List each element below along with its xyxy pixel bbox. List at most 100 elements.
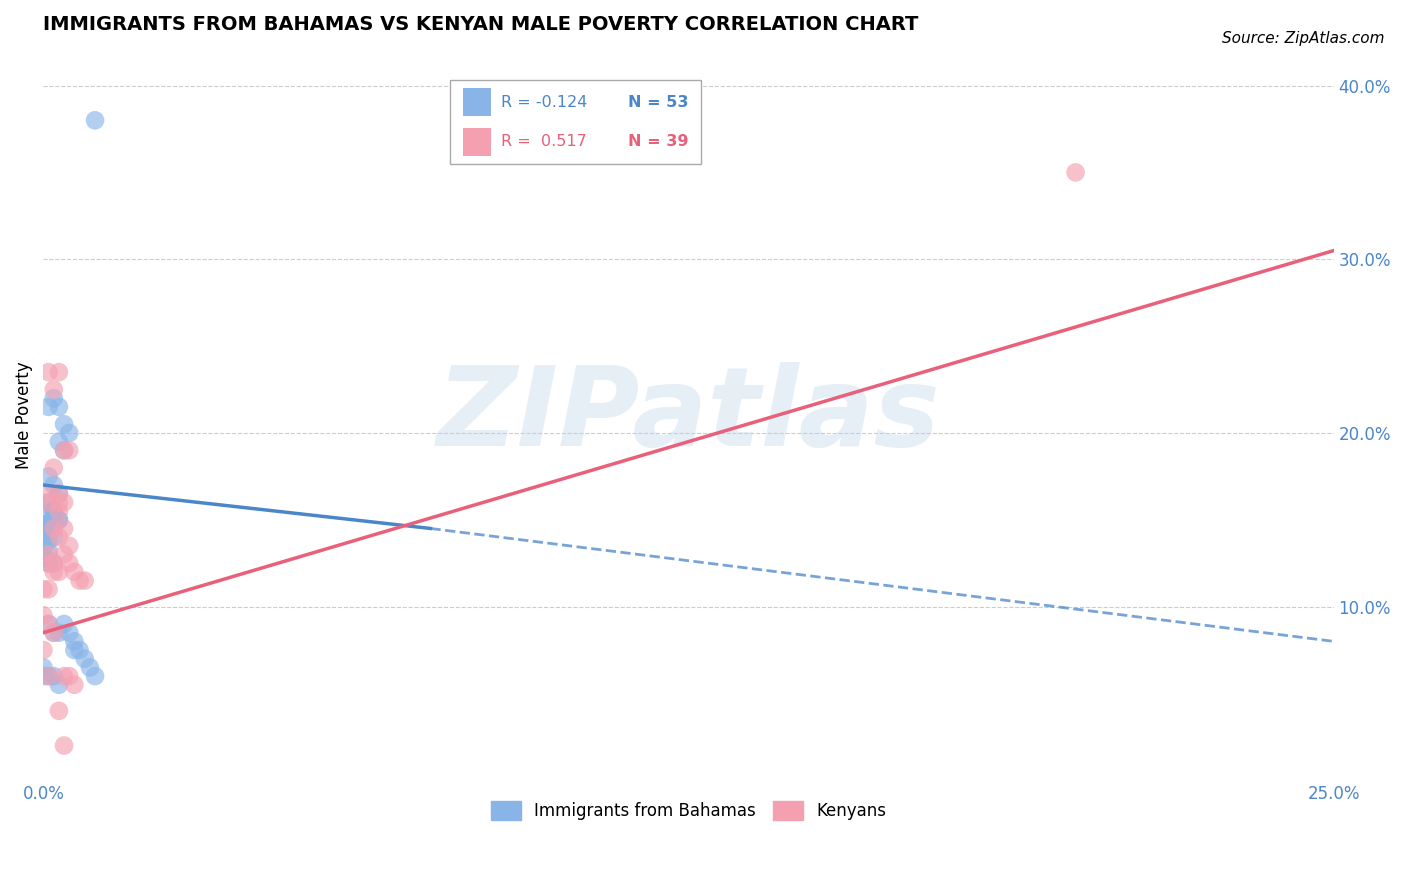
Text: Source: ZipAtlas.com: Source: ZipAtlas.com bbox=[1222, 31, 1385, 46]
Point bbox=[32, 551, 55, 566]
Point bbox=[48, 487, 70, 501]
Point bbox=[42, 556, 65, 570]
Point bbox=[42, 460, 65, 475]
Point bbox=[58, 425, 80, 440]
Point bbox=[69, 574, 91, 588]
Point bbox=[42, 391, 65, 405]
Point bbox=[38, 548, 60, 562]
Y-axis label: Male Poverty: Male Poverty bbox=[15, 362, 32, 469]
Point bbox=[48, 495, 70, 509]
Point bbox=[32, 608, 55, 623]
Point bbox=[32, 521, 55, 535]
Text: N = 39: N = 39 bbox=[628, 134, 689, 149]
Point bbox=[73, 651, 96, 665]
Point bbox=[38, 533, 60, 548]
Point bbox=[58, 669, 80, 683]
Point bbox=[38, 365, 60, 379]
Point bbox=[53, 617, 76, 632]
Point bbox=[48, 530, 70, 544]
Point bbox=[42, 478, 65, 492]
Point bbox=[38, 521, 60, 535]
Point bbox=[48, 625, 70, 640]
Point bbox=[42, 669, 65, 683]
Point bbox=[63, 634, 86, 648]
Point bbox=[48, 400, 70, 414]
Point bbox=[79, 660, 101, 674]
Point bbox=[42, 625, 65, 640]
Point bbox=[32, 521, 55, 535]
Point bbox=[38, 469, 60, 483]
Point bbox=[38, 487, 60, 501]
Point bbox=[38, 669, 60, 683]
Point bbox=[48, 513, 70, 527]
Point bbox=[84, 113, 107, 128]
Point bbox=[32, 539, 55, 553]
Legend: Immigrants from Bahamas, Kenyans: Immigrants from Bahamas, Kenyans bbox=[484, 794, 893, 827]
Point bbox=[42, 383, 65, 397]
Point bbox=[42, 516, 65, 531]
Point bbox=[38, 521, 60, 535]
Point bbox=[53, 495, 76, 509]
Point bbox=[1064, 165, 1087, 179]
Text: IMMIGRANTS FROM BAHAMAS VS KENYAN MALE POVERTY CORRELATION CHART: IMMIGRANTS FROM BAHAMAS VS KENYAN MALE P… bbox=[44, 15, 918, 34]
Point bbox=[73, 574, 96, 588]
Point bbox=[42, 625, 65, 640]
Point bbox=[58, 539, 80, 553]
Point bbox=[38, 516, 60, 531]
Point bbox=[53, 739, 76, 753]
Point bbox=[32, 548, 55, 562]
Point bbox=[38, 582, 60, 597]
Point bbox=[58, 443, 80, 458]
Point bbox=[48, 504, 70, 518]
Point bbox=[38, 504, 60, 518]
Text: N = 53: N = 53 bbox=[628, 95, 689, 110]
Point bbox=[38, 400, 60, 414]
Point bbox=[63, 678, 86, 692]
Point bbox=[63, 643, 86, 657]
Point bbox=[42, 521, 65, 535]
Point bbox=[42, 504, 65, 518]
Point bbox=[48, 487, 70, 501]
Point bbox=[63, 565, 86, 579]
Point bbox=[42, 565, 65, 579]
Point bbox=[32, 660, 55, 674]
Point bbox=[42, 530, 65, 544]
Point bbox=[53, 417, 76, 432]
Point bbox=[48, 513, 70, 527]
Point bbox=[53, 443, 76, 458]
FancyBboxPatch shape bbox=[463, 88, 491, 116]
Point bbox=[32, 533, 55, 548]
Point bbox=[38, 495, 60, 509]
Point bbox=[38, 556, 60, 570]
Point bbox=[38, 556, 60, 570]
Point bbox=[38, 669, 60, 683]
Text: R =  0.517: R = 0.517 bbox=[502, 134, 588, 149]
Point bbox=[69, 643, 91, 657]
Point bbox=[48, 365, 70, 379]
Point bbox=[38, 526, 60, 541]
Point bbox=[48, 434, 70, 449]
Point bbox=[42, 513, 65, 527]
FancyBboxPatch shape bbox=[450, 80, 702, 164]
Point bbox=[42, 504, 65, 518]
Point bbox=[84, 669, 107, 683]
Point bbox=[32, 582, 55, 597]
Point bbox=[58, 556, 80, 570]
Point bbox=[58, 625, 80, 640]
Point bbox=[53, 521, 76, 535]
Point bbox=[32, 521, 55, 535]
Point bbox=[53, 669, 76, 683]
Point bbox=[38, 617, 60, 632]
Point bbox=[32, 526, 55, 541]
Point bbox=[48, 565, 70, 579]
Point bbox=[48, 678, 70, 692]
Point bbox=[42, 556, 65, 570]
Point bbox=[48, 704, 70, 718]
Point bbox=[32, 643, 55, 657]
Point bbox=[32, 669, 55, 683]
FancyBboxPatch shape bbox=[463, 128, 491, 155]
Text: R = -0.124: R = -0.124 bbox=[502, 95, 588, 110]
Point bbox=[38, 495, 60, 509]
Point bbox=[38, 617, 60, 632]
Point bbox=[38, 544, 60, 558]
